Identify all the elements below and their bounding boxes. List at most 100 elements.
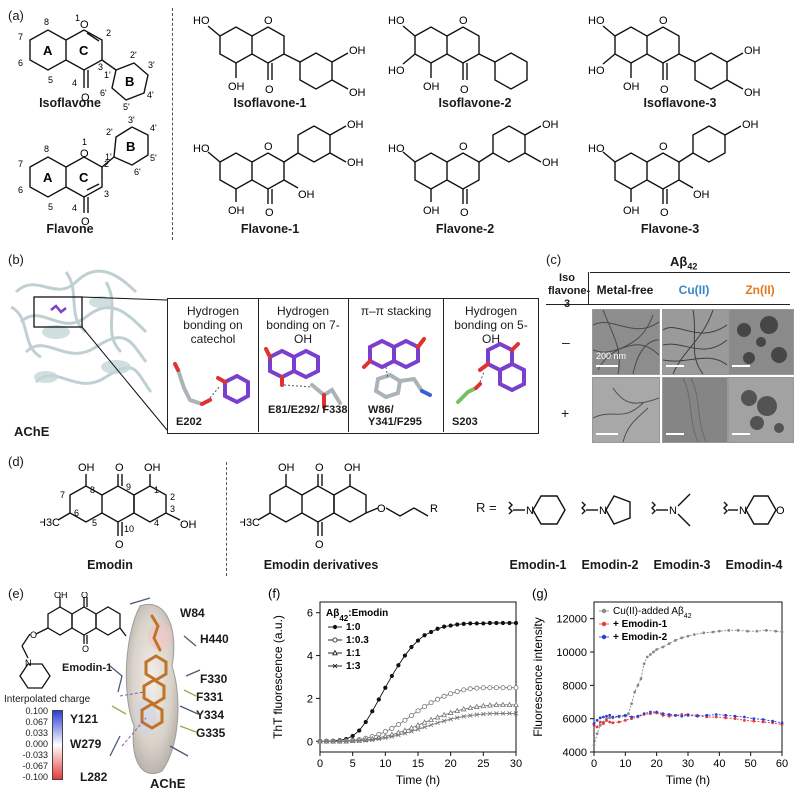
y-tick-label-f: 4 (307, 651, 313, 663)
data-point-f (507, 711, 512, 716)
data-point-f (487, 702, 493, 708)
data-point-g (630, 715, 633, 719)
data-point-g (692, 633, 696, 636)
legend-entry-f: 1:0.3 (346, 635, 369, 646)
data-point-f (474, 712, 480, 717)
legend-marker-f (332, 624, 338, 630)
iso3-ho6: HO (588, 65, 605, 77)
scalebar-2 (666, 365, 684, 367)
der-o9: O (315, 462, 324, 474)
iso1-o4: O (265, 84, 274, 96)
iso1-oh3p: OH (349, 45, 366, 57)
data-point-g (598, 723, 602, 727)
data-point-g (630, 702, 633, 706)
data-point-f (317, 739, 323, 744)
f-atom-1p: 1' (105, 152, 112, 162)
f-atom-5p: 5' (150, 153, 157, 163)
fl3-oh3: OH (693, 189, 710, 201)
data-point-g (661, 712, 665, 716)
tem-metal-free-plus (592, 377, 660, 443)
x-tick-label-g: 0 (591, 758, 597, 770)
data-point-f (461, 687, 467, 693)
fl2-ho: HO (388, 143, 405, 155)
data-point-f (343, 739, 349, 744)
data-point-f (415, 727, 421, 732)
y-tick-label-f: 0 (307, 736, 313, 748)
data-point-f (415, 708, 421, 714)
x-tick-label-f: 20 (445, 758, 457, 770)
data-point-g (686, 713, 690, 717)
data-point-f (507, 620, 512, 626)
data-point-f (493, 685, 499, 691)
data-point-f (402, 717, 408, 723)
flavone-ring-c: C (79, 170, 89, 185)
fl1-oh3p: OH (347, 120, 364, 131)
iso2-ho6: HO (388, 65, 405, 77)
f-atom-4: 4 (72, 203, 77, 213)
iso3-o4: O (660, 84, 669, 96)
residue-y121: Y121 (70, 712, 99, 726)
data-point-g (764, 628, 768, 632)
data-point-f (473, 703, 480, 709)
f-atom-1: 1 (82, 137, 87, 147)
scalebar-4 (596, 433, 618, 435)
data-point-g (774, 629, 778, 633)
atom-num-8: 8 (44, 17, 49, 27)
iso3-oh4p: OH (744, 87, 761, 99)
data-point-g (611, 721, 615, 725)
em-n5: 5 (92, 518, 97, 528)
legend-entry-f: 1:1 (346, 648, 361, 659)
series-line-g (593, 629, 783, 746)
data-point-g (743, 715, 746, 719)
data-point-f (480, 685, 486, 691)
data-point-f (500, 685, 506, 691)
data-point-g (736, 628, 740, 632)
data-point-f (415, 721, 421, 728)
flavone-label: Flavone (46, 222, 94, 236)
flavone-3-label: Flavone-3 (640, 222, 700, 236)
iso2-oh5: OH (423, 81, 440, 93)
chart-f: (f) 0 5 10 15 20 25 30 0 2 4 6 Time (h) ThT fluoresce… (268, 586, 522, 787)
data-point-g (674, 713, 677, 717)
der-r: R (430, 503, 438, 515)
scalebar-6 (732, 433, 750, 435)
x-tick-label-g: 30 (682, 758, 694, 770)
em-n1: 1 (154, 485, 159, 495)
data-point-g (608, 716, 612, 720)
flavone-2-structure: HO O O OH OH OH (388, 120, 559, 219)
x-tick-label-g: 60 (776, 758, 788, 770)
data-point-g (755, 629, 759, 633)
em-oh3: OH (180, 519, 197, 531)
em-o9: O (115, 462, 124, 474)
flavone-2-label: Flavone-2 (435, 222, 495, 236)
tem-cu-plus (662, 377, 728, 443)
data-point-f (467, 686, 473, 692)
fl3-o1: O (659, 141, 668, 153)
data-point-f (481, 621, 486, 626)
zoom-lines (81, 296, 168, 431)
data-point-f (383, 735, 388, 741)
data-point-g (617, 720, 621, 724)
x-axis-label-f: Time (h) (396, 773, 440, 787)
fl2-oh4p: OH (542, 157, 559, 169)
isoflavone-3-structure: HO HO O O OH OH OH (588, 15, 761, 99)
residue-e202: E202 (176, 416, 202, 428)
charge-tick-1: 0.067 (25, 717, 48, 727)
fl3-oh5: OH (623, 205, 640, 217)
y-tick-label-g: 6000 (563, 714, 587, 726)
residue-y334: Y334 (196, 708, 225, 722)
data-point-g (639, 677, 643, 681)
data-point-f (454, 707, 461, 714)
abeta42-header: Aβ42 (670, 254, 697, 272)
emodin-3-label: Emodin-3 (653, 558, 711, 572)
der-o-ether: O (377, 503, 386, 515)
data-point-g (595, 718, 599, 722)
data-point-f (350, 738, 355, 744)
emodin-derivative-structure: OH O OH H3C O O R (240, 462, 438, 551)
fl1-oh4p: OH (347, 157, 364, 169)
charge-tick-3: 0.000 (25, 739, 48, 749)
data-point-f (422, 633, 427, 638)
panel-a-divider (172, 8, 173, 240)
ache-label-e: AChE (150, 776, 186, 791)
data-point-g (642, 712, 646, 716)
